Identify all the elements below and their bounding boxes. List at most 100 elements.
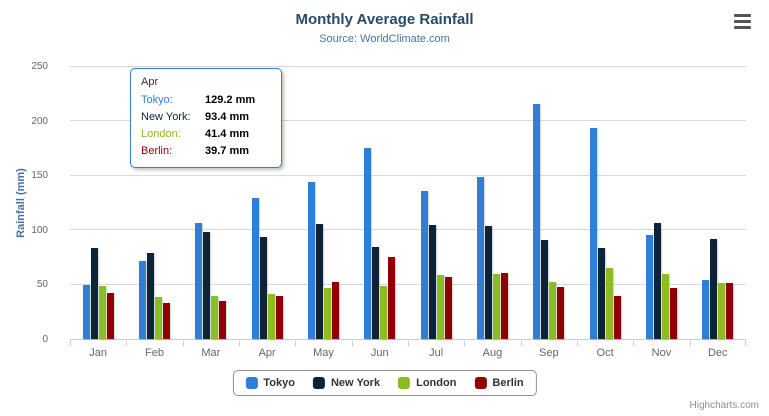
legend-swatch-icon [312, 377, 325, 389]
bar-berlin-aug[interactable] [500, 273, 508, 339]
x-tick-label: Aug [482, 347, 503, 359]
chart-title: Monthly Average Rainfall [295, 11, 474, 28]
bar-berlin-dec[interactable] [726, 283, 734, 339]
bar-london-feb[interactable] [154, 296, 162, 339]
bar-group-sep [521, 67, 577, 339]
bar-new-york-jul[interactable] [428, 224, 436, 339]
bar-berlin-nov[interactable] [669, 288, 677, 339]
x-tick-label: Jul [429, 347, 444, 359]
bar-london-dec[interactable] [718, 283, 726, 339]
bar-new-york-sep[interactable] [541, 239, 549, 339]
bar-berlin-mar[interactable] [219, 301, 227, 339]
gridline [70, 229, 746, 231]
bar-tokyo-oct[interactable] [589, 127, 597, 339]
bar-london-apr[interactable] [267, 293, 275, 339]
bar-group-oct [577, 67, 633, 339]
legend-swatch-icon [398, 377, 411, 389]
legend-item-berlin[interactable]: Berlin [474, 377, 524, 389]
y-tick-label: 150 [31, 170, 48, 182]
hamburger-icon [734, 20, 751, 23]
y-axis-labels: 0 50 100 150 200 250 [0, 61, 56, 345]
bar-london-aug[interactable] [492, 274, 500, 339]
x-tick-mark [520, 341, 522, 346]
bar-group-feb [126, 67, 182, 339]
x-tick-mark [464, 341, 466, 346]
bar-london-jul[interactable] [436, 274, 444, 339]
bar-berlin-feb[interactable] [162, 302, 170, 339]
bar-tokyo-apr[interactable] [251, 198, 259, 339]
tooltip-row: London: 41.4 mm [141, 126, 271, 143]
y-tick-label: 250 [31, 61, 48, 72]
x-tick-mark [70, 341, 71, 346]
legend-label: Berlin [492, 377, 524, 389]
bar-tokyo-jan[interactable] [82, 284, 90, 339]
bar-tokyo-jun[interactable] [364, 147, 372, 339]
bar-london-jun[interactable] [380, 286, 388, 339]
x-tick-mark [239, 341, 240, 346]
x-tick-mark [577, 341, 578, 346]
bar-berlin-sep[interactable] [557, 287, 565, 339]
tooltip-row: Tokyo: 129.2 mm [141, 92, 271, 109]
bar-tokyo-aug[interactable] [476, 177, 484, 339]
bar-new-york-dec[interactable] [710, 238, 718, 339]
x-tick-mark [408, 341, 409, 346]
bar-london-sep[interactable] [549, 282, 557, 339]
bar-group-jul [408, 67, 464, 339]
x-tick-mark [126, 341, 128, 346]
bar-london-jan[interactable] [98, 285, 106, 339]
gridlines [70, 66, 746, 339]
legend-item-new-york[interactable]: New York [312, 377, 380, 389]
bar-berlin-apr[interactable] [275, 295, 283, 339]
bar-tokyo-jul[interactable] [420, 191, 428, 339]
x-tick-label: Sep [539, 347, 559, 359]
x-tick-label: Jan [89, 347, 108, 359]
bar-group-mar [183, 67, 239, 339]
bar-new-york-apr[interactable] [259, 237, 267, 339]
bar-new-york-aug[interactable] [484, 225, 492, 339]
x-tick-label: May [313, 347, 334, 359]
bar-tokyo-may[interactable] [307, 182, 315, 339]
x-tick-label: Nov [651, 347, 672, 359]
bar-berlin-jul[interactable] [444, 276, 452, 339]
legend-swatch-icon [474, 377, 487, 389]
bar-london-oct[interactable] [605, 268, 613, 339]
tooltip-series-value: 129.2 mm [205, 94, 256, 106]
bar-berlin-jan[interactable] [106, 292, 114, 339]
bar-berlin-may[interactable] [331, 281, 339, 339]
bar-new-york-nov[interactable] [653, 223, 661, 339]
legend-item-tokyo[interactable]: Tokyo [245, 377, 295, 389]
bar-tokyo-dec[interactable] [702, 279, 710, 339]
bar-tokyo-mar[interactable] [195, 223, 203, 339]
bar-berlin-jun[interactable] [388, 256, 396, 339]
bar-new-york-oct[interactable] [597, 248, 605, 339]
x-tick-label: Dec [707, 347, 728, 359]
x-tick-mark [351, 341, 353, 346]
bar-groups [70, 67, 746, 339]
bar-tokyo-feb[interactable] [138, 261, 146, 339]
x-tick-mark [745, 341, 746, 346]
plot-area [70, 66, 746, 340]
bar-london-may[interactable] [323, 287, 331, 339]
legend-swatch-icon [245, 377, 258, 389]
bar-berlin-oct[interactable] [613, 296, 621, 339]
chart-subtitle: Source: WorldClimate.com [319, 33, 450, 45]
bar-group-jun [352, 67, 408, 339]
legend-item-london[interactable]: London [398, 377, 456, 389]
credits-link[interactable]: Highcharts.com [689, 400, 759, 411]
x-tick-label: Oct [596, 347, 614, 359]
bar-new-york-jan[interactable] [90, 248, 98, 339]
bar-tokyo-nov[interactable] [645, 235, 653, 339]
bar-london-mar[interactable] [211, 296, 219, 339]
export-menu-button[interactable] [732, 13, 753, 30]
bar-new-york-may[interactable] [315, 223, 323, 339]
y-tick-label: 200 [31, 115, 48, 127]
bar-new-york-feb[interactable] [146, 253, 154, 339]
bar-new-york-jun[interactable] [372, 247, 380, 339]
bar-tokyo-sep[interactable] [533, 103, 541, 339]
tooltip-row: Berlin: 39.7 mm [141, 143, 271, 160]
y-tick-label: 0 [42, 334, 48, 345]
bar-london-nov[interactable] [661, 274, 669, 339]
bar-new-york-mar[interactable] [203, 231, 211, 339]
tooltip-series-name: London: [141, 128, 181, 140]
